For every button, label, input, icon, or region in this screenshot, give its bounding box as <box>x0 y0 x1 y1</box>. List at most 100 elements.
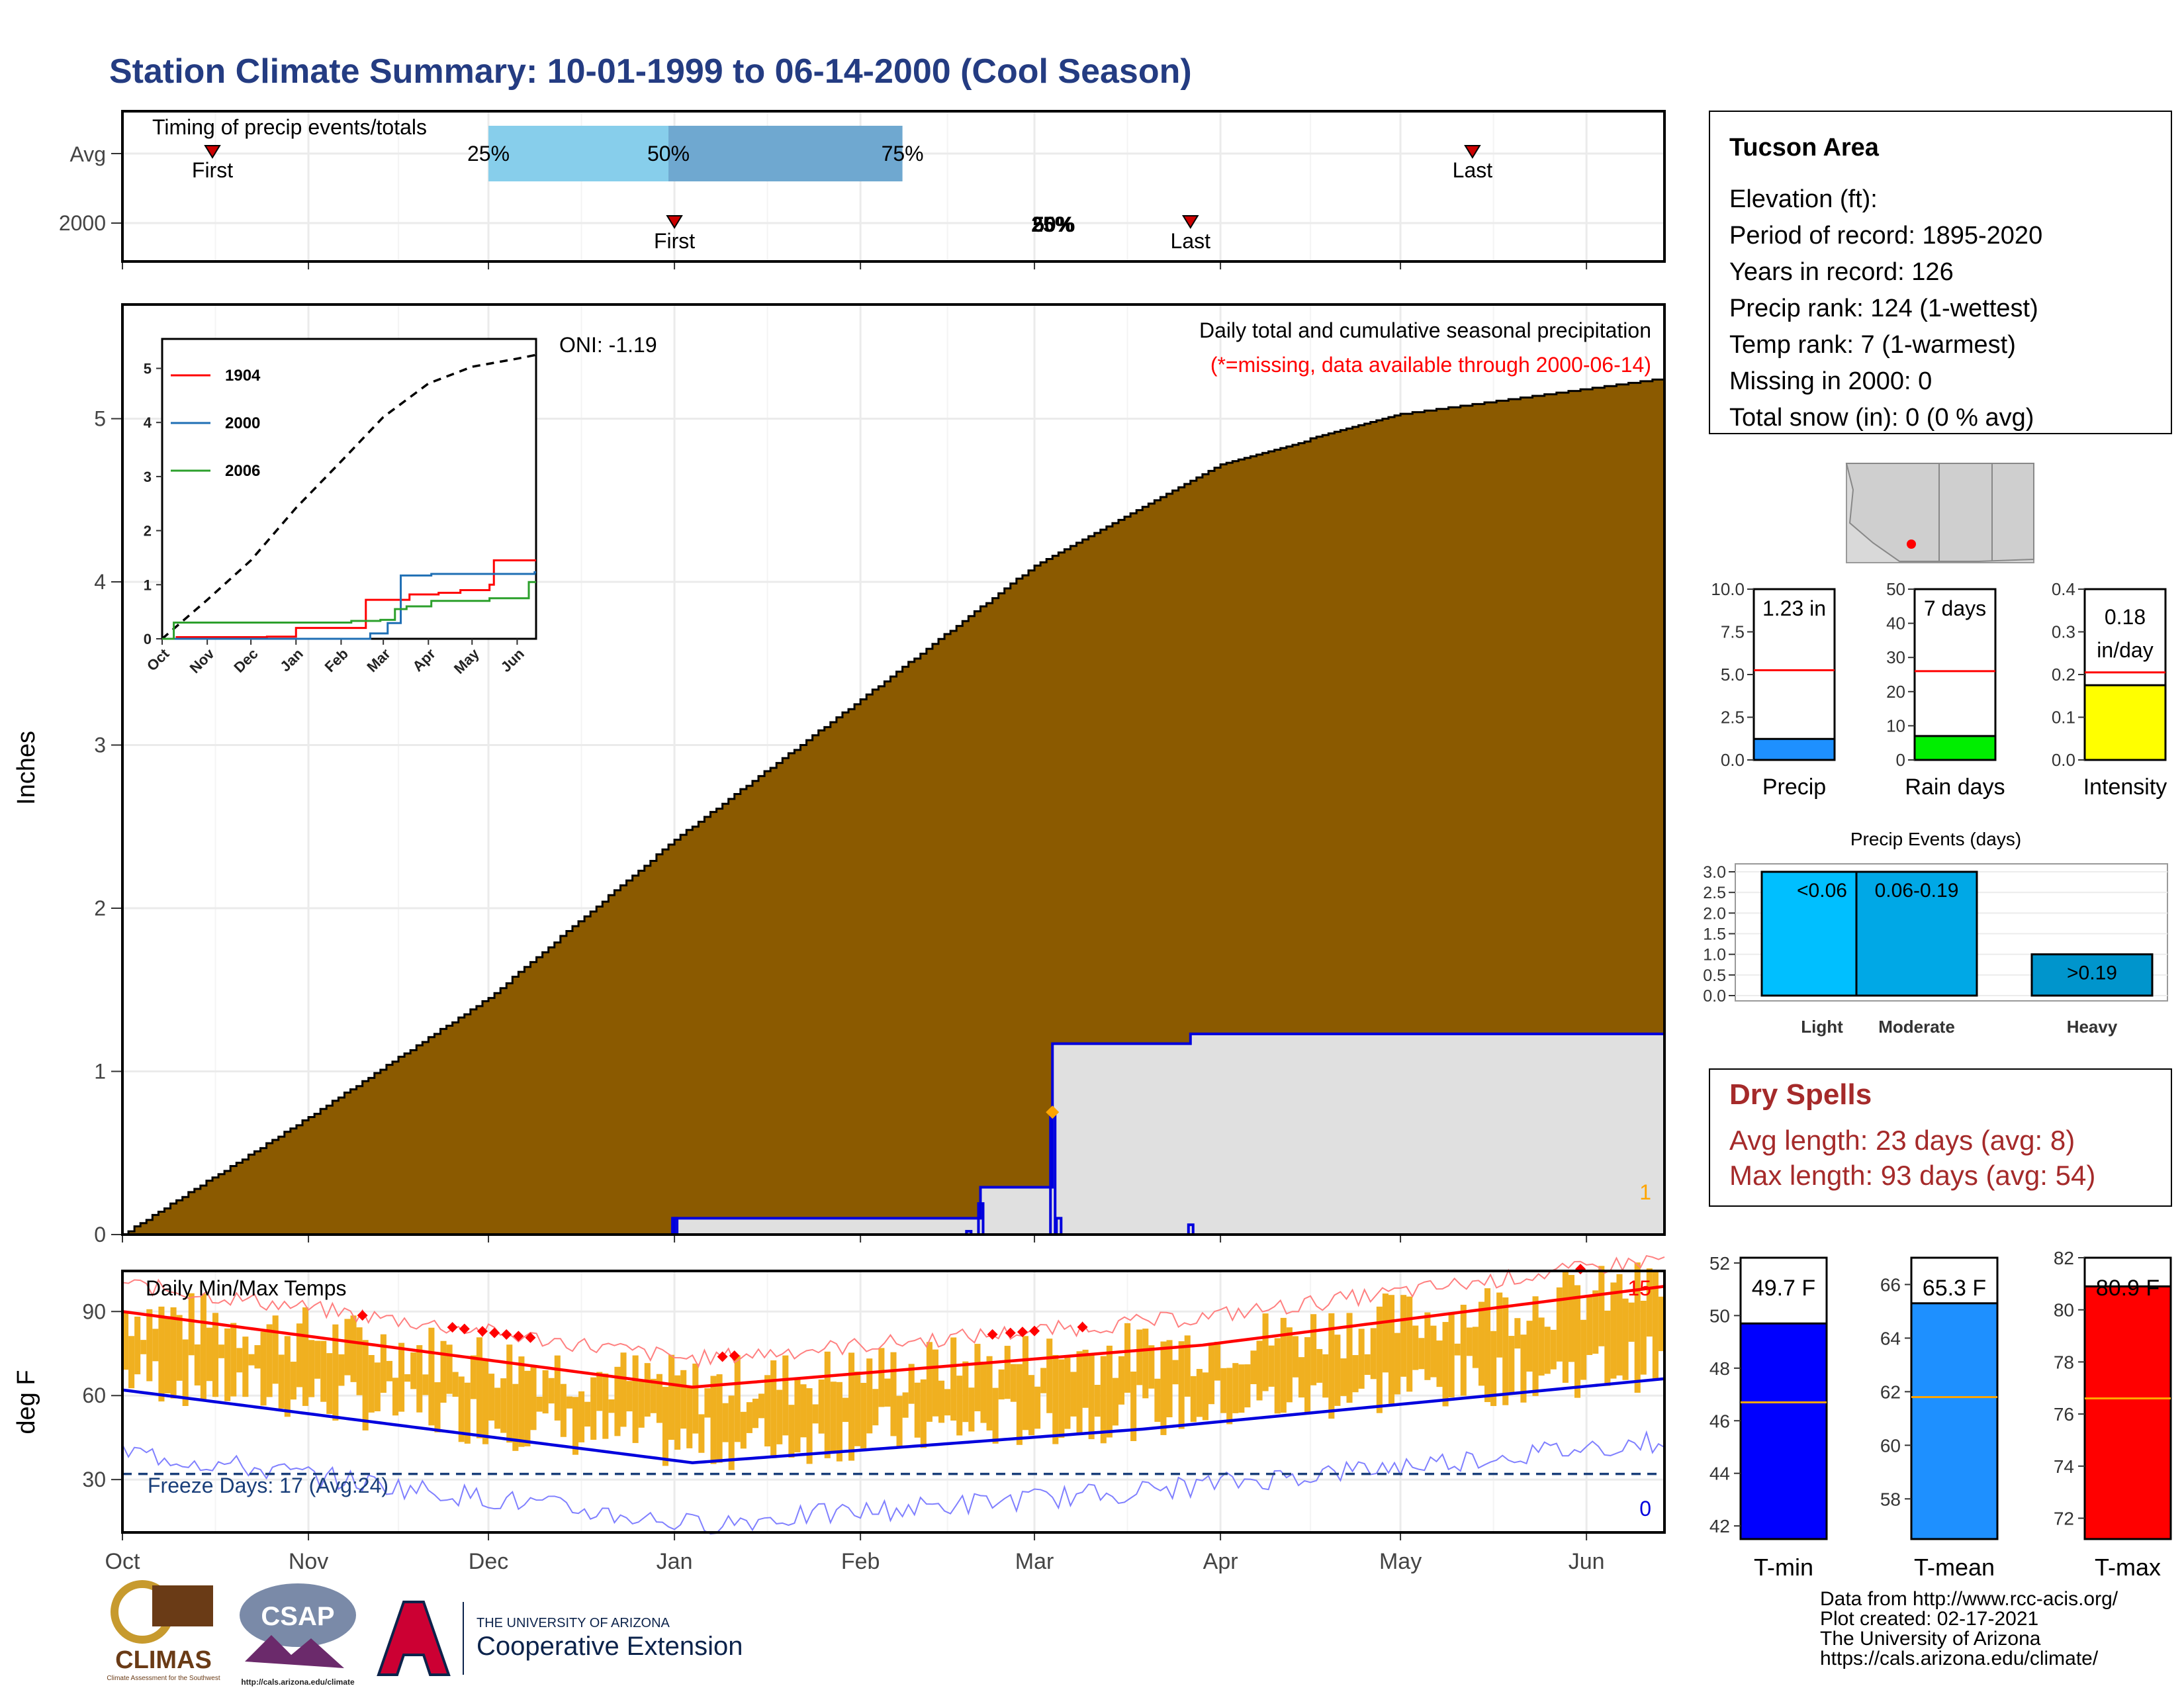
daily-temp-bar <box>1124 1323 1131 1393</box>
daily-temp-bar <box>668 1354 675 1440</box>
daily-temp-bar <box>1118 1356 1125 1405</box>
daily-temp-bar <box>404 1374 411 1382</box>
daily-temp-bar <box>1268 1345 1275 1387</box>
daily-temp-bar <box>758 1393 765 1419</box>
daily-temp-bar <box>398 1342 405 1412</box>
daily-temp-bar <box>1412 1325 1419 1370</box>
daily-temp-bar <box>1286 1327 1293 1403</box>
daily-temp-bar <box>182 1339 189 1407</box>
daily-temp-bar <box>1292 1336 1298 1378</box>
daily-temp-bar <box>926 1342 933 1422</box>
info-box <box>1709 111 2172 434</box>
freeze-days-label: Freeze Days: 17 (Avg:24) <box>148 1474 388 1497</box>
daily-temp-bar <box>1088 1355 1095 1440</box>
main-ylabel: Inches <box>13 731 40 805</box>
daily-temp-bar <box>1418 1338 1425 1370</box>
inset-line-1904 <box>162 559 536 640</box>
daily-temp-bar <box>1592 1290 1599 1354</box>
daily-temp-bar <box>512 1383 519 1451</box>
main-ytick-label: 3 <box>94 733 106 757</box>
temp-ylabel: deg F <box>13 1370 40 1434</box>
temp-bar-ytick-label: 82 <box>2054 1248 2074 1268</box>
inset-legend-label: 1904 <box>225 367 261 385</box>
daily-temp-bar <box>302 1307 309 1406</box>
mini-ytick-label: 50 <box>1886 579 1905 599</box>
daily-temp-bar <box>1100 1356 1107 1444</box>
daily-temp-bar <box>1394 1333 1401 1395</box>
event-bar-label: Moderate <box>1878 1017 1955 1037</box>
temp-bar-ytick-label: 42 <box>1709 1516 1730 1536</box>
record-high-marker <box>357 1310 368 1321</box>
daily-temp-bar <box>1082 1349 1089 1408</box>
temp-bar-ytick-label: 64 <box>1880 1328 1901 1348</box>
footer-line: https://cals.arizona.edu/climate/ <box>1820 1648 2099 1669</box>
daily-temp-bar <box>1256 1340 1263 1401</box>
mini-bar-value-text: 7 days <box>1924 596 1986 620</box>
daily-temp-bar <box>1514 1318 1521 1349</box>
daily-temp-bar <box>656 1374 662 1423</box>
daily-temp-bar <box>716 1374 723 1463</box>
daily-temp-bar <box>1574 1285 1581 1398</box>
main-ytick-label: 2 <box>94 896 106 920</box>
avg-75pct-label: 75% <box>882 142 924 165</box>
x-month-label: Apr <box>1203 1549 1238 1574</box>
record-high-count: 15 <box>1627 1276 1651 1300</box>
dry-spells-max: Max length: 93 days (avg: 54) <box>1729 1160 2095 1191</box>
daily-temp-bar <box>1562 1272 1569 1383</box>
avg-50pct-label: 50% <box>647 142 690 165</box>
daily-temp-bar <box>392 1378 399 1416</box>
avg-q1-bar <box>488 126 669 181</box>
daily-temp-bar <box>1172 1360 1179 1385</box>
events-ytick-label: 2.5 <box>1703 884 1726 902</box>
avg-last-label: Last <box>1453 158 1493 182</box>
avg-last-marker <box>1464 145 1481 159</box>
footer-line: The University of Arizona <box>1820 1628 2041 1650</box>
daily-temp-bar <box>1640 1300 1647 1375</box>
event-bar <box>1855 870 1978 997</box>
record-high-marker <box>729 1350 740 1361</box>
daily-temp-bar <box>230 1323 237 1397</box>
daily-temp-bar <box>812 1404 819 1424</box>
daily-temp-bar <box>806 1388 813 1464</box>
daily-temp-bar <box>1250 1350 1257 1385</box>
inset-ytick-label: 5 <box>144 361 152 377</box>
daily-temp-bar <box>332 1324 339 1421</box>
daily-temp-bar <box>662 1387 669 1466</box>
daily-temp-bar <box>1442 1322 1449 1407</box>
mini-ytick-label: 0.1 <box>2052 708 2075 727</box>
daily-temp-bar <box>776 1389 783 1444</box>
mini-ytick-label: 10 <box>1886 716 1905 735</box>
daily-temp-bar <box>1658 1296 1664 1352</box>
daily-temp-bar <box>314 1340 321 1379</box>
record-high-marker <box>987 1329 998 1340</box>
info-line: Elevation (ft): <box>1729 185 1878 213</box>
daily-temp-bar <box>698 1414 705 1453</box>
temp-bar-ytick-label: 60 <box>1880 1435 1901 1456</box>
temp-bar-value-text: 49.7 F <box>1752 1276 1815 1301</box>
temp-bar-label: T-mean <box>1914 1554 1995 1581</box>
current-cumulative-area <box>122 1033 1664 1235</box>
daily-temp-bar <box>854 1371 861 1446</box>
event-bar-text: <0.06 <box>1797 880 1847 902</box>
mini-bar-value <box>1752 737 1836 761</box>
daily-temp-bar <box>1280 1317 1287 1413</box>
inset-ytick-label: 3 <box>144 469 152 485</box>
daily-temp-bar <box>710 1376 717 1464</box>
temp-panel-border <box>121 1270 1666 1534</box>
daily-temp-bar <box>1160 1341 1167 1435</box>
ua-logo <box>377 1601 451 1676</box>
daily-temp-bar <box>1334 1335 1341 1406</box>
daily-temp-bar <box>644 1363 651 1417</box>
daily-temp-bar <box>122 1312 129 1370</box>
mini-bar-frame <box>1752 588 1836 761</box>
daily-temp-bar <box>1184 1335 1191 1397</box>
daily-temp-bar <box>734 1355 741 1442</box>
temp-bar-value-text: 65.3 F <box>1923 1276 1986 1301</box>
csap-logo-cloud <box>240 1583 356 1647</box>
mini-bar-value <box>2083 684 2167 761</box>
daily-temp-bar <box>1556 1287 1563 1362</box>
daily-temp-bar <box>1304 1336 1311 1413</box>
info-line: Precip rank: 124 (1-wettest) <box>1729 295 2038 322</box>
info-line: Temp rank: 7 (1-warmest) <box>1729 331 2016 359</box>
